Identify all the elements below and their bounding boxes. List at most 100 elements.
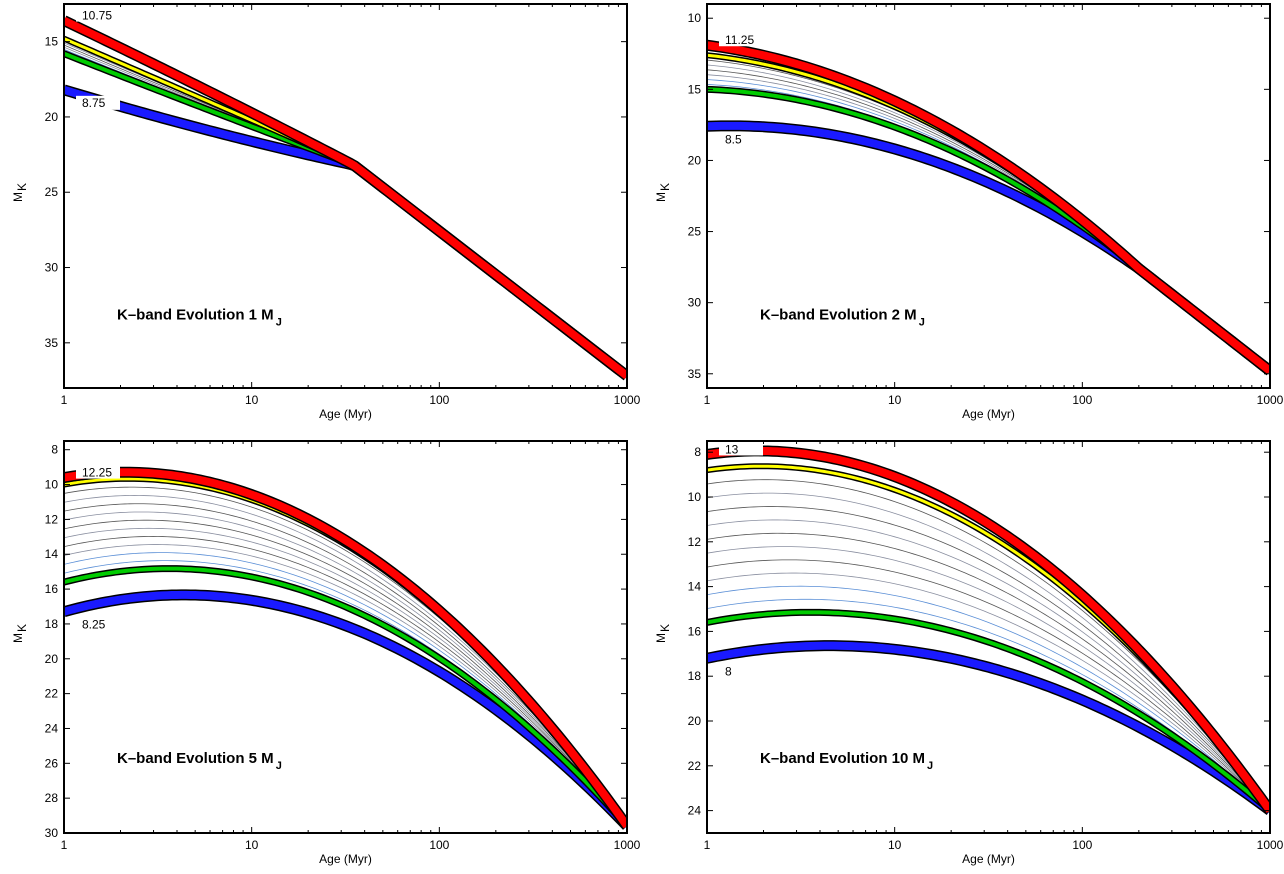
green-track [64, 566, 627, 828]
svg-text:M: M [11, 192, 25, 202]
svg-text:8.75: 8.75 [82, 96, 106, 110]
y-tick-label: 16 [45, 582, 59, 596]
thin-track-line [64, 544, 627, 827]
y-tick-label: 18 [45, 617, 59, 631]
svg-text:M: M [11, 633, 25, 643]
svg-text:K–band Evolution 10 M: K–band Evolution 10 M [760, 750, 925, 767]
x-axis-label: Age (Myr) [962, 852, 1015, 866]
y-tick-label: 16 [688, 624, 702, 638]
y-tick-label: 22 [688, 759, 702, 773]
plot-area [64, 15, 627, 381]
thin-track-line [707, 532, 1270, 811]
thin-track-line [707, 79, 1270, 372]
panel-2mj: 11.25 8.5 1 10 100 1000 10 15 20 25 30 35 Age (Myr) M… [654, 3, 1284, 421]
thin-track-line [707, 492, 1270, 811]
red-track [707, 41, 1270, 375]
y-tick-label: 20 [688, 714, 702, 728]
red-track [707, 446, 1270, 813]
plot-area [707, 39, 1270, 376]
svg-text:K–band Evolution 5 M: K–band Evolution 5 M [117, 750, 274, 767]
y-tick-label: 15 [45, 35, 59, 49]
y-tick-label: 35 [45, 336, 59, 350]
thin-track-line [64, 40, 627, 377]
x-tick-label: 100 [1072, 393, 1092, 407]
svg-text:J: J [276, 317, 282, 329]
svg-text:K: K [15, 624, 29, 632]
thin-track-line [64, 503, 627, 827]
y-tick-label: 22 [45, 687, 59, 701]
axes-frame [63, 3, 628, 389]
svg-text:M: M [654, 633, 668, 643]
y-axis-label: MK [11, 183, 29, 202]
x-tick-label: 1000 [1257, 838, 1284, 852]
blue-track [64, 86, 627, 380]
svg-text:M: M [654, 192, 668, 202]
thin-track-line [707, 59, 1270, 372]
thin-track-line [64, 511, 627, 827]
thin-track-line [64, 519, 627, 827]
curve-label-top: 13 [719, 441, 763, 456]
thin-track-line [707, 69, 1270, 372]
axes-frame [706, 440, 1271, 834]
axes-frame [706, 3, 1271, 389]
blue-track [707, 641, 1270, 814]
x-tick-label: 10 [888, 393, 902, 407]
svg-text:K–band Evolution 1 M: K–band Evolution 1 M [117, 307, 274, 324]
svg-text:J: J [276, 760, 282, 772]
y-tick-label: 20 [45, 652, 59, 666]
curve-label-bottom: 8.25 [76, 617, 120, 632]
x-tick-label: 1 [61, 838, 68, 852]
y-axis-label: MK [11, 624, 29, 643]
x-axis-label: Age (Myr) [319, 852, 372, 866]
x-tick-label: 10 [888, 838, 902, 852]
panel-10mj: 13 8 1 10 100 1000 8 10 12 14 16 18 20 22 24 Age (Myr) M… [654, 440, 1284, 866]
y-tick-label: 30 [688, 296, 702, 310]
thin-track-line [707, 74, 1270, 372]
x-tick-label: 100 [429, 393, 449, 407]
svg-text:8.25: 8.25 [82, 618, 106, 632]
y-tick-label: 10 [45, 478, 59, 492]
thin-track-line [707, 559, 1270, 811]
y-tick-label: 10 [688, 11, 702, 25]
y-tick-label: 14 [45, 547, 59, 561]
y-tick-label: 12 [45, 512, 59, 526]
y-tick-label: 30 [45, 826, 59, 840]
thin-track-line [64, 51, 627, 377]
svg-text:11.25: 11.25 [725, 33, 754, 47]
curve-label-bottom: 8 [719, 664, 763, 679]
y-tick-label: 35 [688, 367, 702, 381]
blue-track [64, 590, 627, 829]
y-tick-label: 25 [45, 185, 59, 199]
axes-frame [63, 440, 628, 834]
x-tick-label: 1 [61, 393, 68, 407]
plot-area [64, 466, 627, 830]
curve-label-bottom: 8.75 [76, 95, 120, 110]
thin-track-line [64, 42, 627, 377]
thin-track-line [64, 49, 627, 377]
thin-track-line [707, 519, 1270, 811]
y-tick-label: 24 [688, 804, 702, 818]
y-tick-label: 24 [45, 721, 59, 735]
thin-track-line [707, 506, 1270, 811]
y-tick-label: 20 [688, 153, 702, 167]
x-tick-label: 1000 [614, 393, 641, 407]
x-tick-label: 1 [704, 393, 711, 407]
svg-text:12.25: 12.25 [82, 466, 112, 480]
y-axis-label: MK [654, 183, 672, 202]
x-tick-label: 100 [1072, 838, 1092, 852]
curve-label-top: 10.75 [76, 7, 120, 23]
svg-text:K: K [15, 183, 29, 191]
green-track [707, 610, 1270, 813]
green-track-outline [64, 50, 627, 379]
thin-track-line [707, 64, 1270, 372]
y-tick-label: 15 [688, 82, 702, 96]
svg-text:J: J [927, 760, 933, 772]
y-tick-label: 25 [688, 225, 702, 239]
svg-text:10.75: 10.75 [82, 9, 112, 23]
thin-track-line [707, 585, 1270, 811]
